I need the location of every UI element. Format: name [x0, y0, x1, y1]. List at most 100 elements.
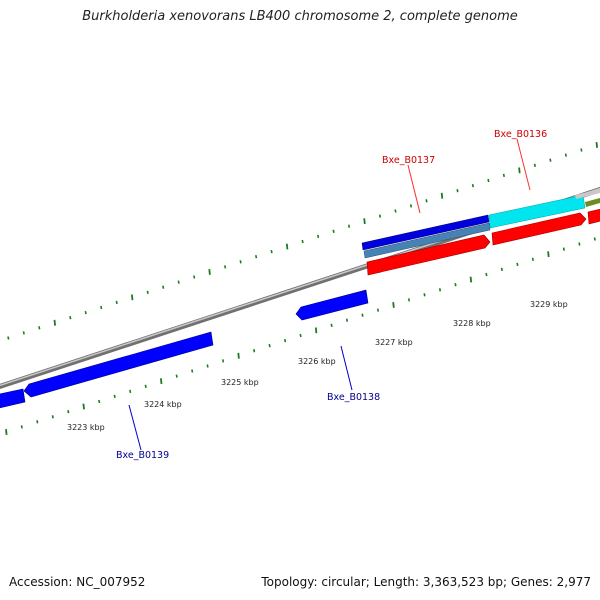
minor-tick [593, 237, 596, 241]
major-tick [469, 276, 473, 283]
minor-tick [69, 316, 72, 320]
major-tick [82, 403, 85, 410]
feature-next-cds[interactable] [587, 208, 600, 225]
minor-tick [193, 275, 196, 279]
minor-tick [20, 425, 23, 429]
minor-tick [531, 257, 534, 261]
tick-label: 3223 kbp [67, 423, 105, 432]
major-tick [314, 327, 318, 334]
minor-tick [409, 204, 413, 208]
minor-tick [253, 349, 256, 353]
minor-tick [425, 199, 428, 203]
major-tick [363, 218, 366, 225]
major-tick [440, 192, 444, 199]
minor-tick [191, 369, 194, 373]
feature-light-gray-segment[interactable] [575, 189, 600, 199]
inner-tick-ring [5, 237, 596, 435]
minor-tick [7, 336, 10, 340]
major-tick [208, 269, 211, 275]
major-tick [392, 302, 395, 308]
leader-bxe-b0136 [516, 138, 531, 191]
minor-tick [502, 173, 505, 178]
minor-tick [562, 247, 565, 251]
minor-tick [533, 163, 536, 167]
tick-label: 3225 kbp [221, 378, 259, 387]
minor-tick [407, 298, 411, 302]
tick-label: 3224 kbp [144, 400, 182, 409]
minor-tick [301, 239, 304, 244]
gene-labels: Bxe_B0136 Bxe_B0137 Bxe_B0138 Bxe_B0139 [116, 129, 547, 461]
minor-tick [177, 280, 180, 284]
feature-bxe-b0137-mrna[interactable] [363, 222, 491, 259]
major-tick [5, 429, 8, 435]
leader-bxe-b0137 [407, 164, 421, 214]
major-tick [285, 243, 289, 250]
gene-label-bxe-b0137[interactable]: Bxe_B0137 [382, 155, 435, 166]
minor-tick [549, 158, 552, 162]
minor-tick [438, 288, 442, 292]
minor-tick [456, 189, 459, 193]
minor-tick [113, 394, 116, 399]
genome-summary-text: Topology: circular; Length: 3,363,523 bp… [261, 575, 591, 589]
minor-tick [129, 389, 132, 394]
major-tick [595, 142, 598, 148]
minor-tick [51, 415, 54, 419]
minor-tick [38, 326, 41, 330]
minor-tick [144, 384, 147, 388]
minor-tick [471, 183, 474, 188]
reverse-strand-features [0, 289, 369, 409]
major-tick [160, 378, 163, 385]
minor-tick [98, 399, 101, 404]
minor-tick [270, 249, 273, 254]
accession-text: Accession: NC_007952 [9, 575, 146, 589]
feature-bxe-b0139-cds[interactable] [23, 331, 214, 398]
minor-tick [146, 290, 149, 294]
minor-tick [222, 359, 225, 363]
minor-tick [175, 374, 178, 378]
tick-labels: 3223 kbp 3224 kbp 3225 kbp 3226 kbp 3227… [67, 300, 568, 432]
minor-tick [84, 310, 87, 315]
minor-tick [330, 323, 333, 327]
feature-olive-segment[interactable] [585, 198, 600, 207]
leader-bxe-b0139 [128, 404, 142, 451]
major-tick [53, 319, 56, 326]
minor-tick [487, 178, 490, 183]
minor-tick [268, 343, 271, 348]
leader-bxe-b0138 [340, 345, 353, 391]
minor-tick [317, 234, 320, 239]
feature-left-cds[interactable] [0, 388, 26, 409]
minor-tick [485, 272, 488, 277]
forward-strand-features [366, 208, 600, 276]
tick-label: 3227 kbp [375, 338, 413, 347]
tick-label: 3229 kbp [530, 300, 568, 309]
minor-tick [100, 305, 103, 310]
minor-tick [454, 283, 457, 287]
minor-tick [564, 153, 567, 157]
major-tick [518, 167, 521, 174]
minor-tick [580, 148, 583, 152]
minor-tick [206, 364, 209, 368]
gene-label-bxe-b0136[interactable]: Bxe_B0136 [494, 129, 547, 140]
outer-tick-ring [7, 142, 598, 340]
minor-tick [347, 224, 351, 228]
upper-feature-rows [361, 189, 600, 259]
major-tick [131, 294, 134, 301]
minor-tick [239, 260, 242, 264]
minor-tick [332, 229, 335, 233]
minor-tick [578, 242, 581, 246]
minor-tick [378, 214, 382, 218]
minor-tick [22, 331, 25, 335]
minor-tick [423, 293, 426, 297]
minor-tick [361, 313, 364, 317]
feature-bxe-b0137-gene[interactable] [361, 214, 490, 251]
feature-bxe-b0136-gene[interactable] [488, 194, 586, 229]
gene-label-bxe-b0138[interactable]: Bxe_B0138 [327, 392, 380, 403]
gene-label-bxe-b0139[interactable]: Bxe_B0139 [116, 450, 169, 461]
tick-label: 3226 kbp [298, 357, 336, 366]
minor-tick [115, 300, 118, 305]
map-title: Burkholderia xenovorans LB400 chromosome… [82, 9, 518, 24]
feature-bxe-b0138-cds[interactable] [295, 289, 369, 321]
feature-bxe-b0136-cds[interactable] [491, 212, 587, 246]
feature-bxe-b0137-cds[interactable] [366, 234, 491, 276]
